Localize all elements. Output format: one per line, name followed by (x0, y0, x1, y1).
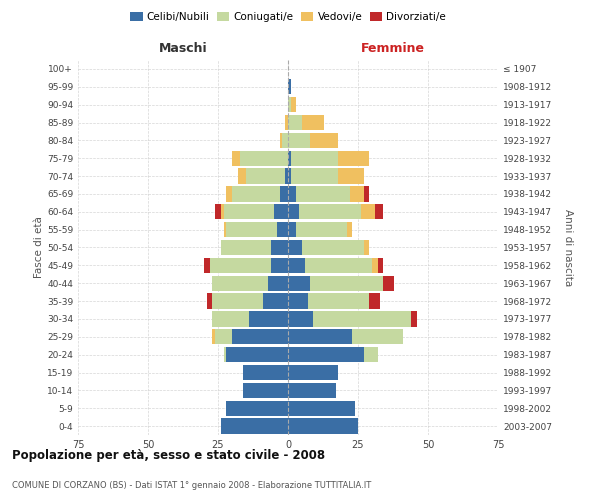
Bar (288, 150, 291, 166)
Bar (243, 383, 288, 398)
Bar (308, 294, 369, 308)
Bar (313, 312, 411, 326)
Bar (226, 347, 288, 362)
Bar (285, 115, 288, 130)
Text: Popolazione per età, sesso e stato civile - 2008: Popolazione per età, sesso e stato civil… (12, 450, 325, 462)
Bar (305, 258, 372, 273)
Bar (232, 186, 280, 202)
Bar (283, 133, 288, 148)
Bar (302, 240, 364, 255)
Bar (352, 329, 403, 344)
Bar (271, 258, 288, 273)
Bar (280, 186, 288, 202)
Bar (288, 186, 296, 202)
Bar (375, 204, 383, 220)
Bar (288, 258, 305, 273)
Bar (238, 168, 246, 184)
Bar (288, 383, 335, 398)
Bar (221, 240, 271, 255)
Bar (364, 347, 377, 362)
Bar (212, 294, 263, 308)
Bar (263, 294, 288, 308)
Bar (288, 204, 299, 220)
Bar (226, 222, 277, 237)
Bar (221, 204, 224, 220)
Bar (246, 168, 285, 184)
Bar (221, 418, 288, 434)
Bar (241, 150, 288, 166)
Bar (350, 186, 364, 202)
Bar (383, 276, 394, 291)
Bar (224, 347, 226, 362)
Bar (288, 240, 302, 255)
Bar (291, 168, 338, 184)
Bar (288, 276, 310, 291)
Bar (277, 222, 288, 237)
Bar (207, 294, 212, 308)
Bar (288, 312, 313, 326)
Bar (288, 418, 358, 434)
Bar (411, 312, 417, 326)
Bar (274, 204, 288, 220)
Bar (280, 133, 283, 148)
Bar (369, 294, 380, 308)
Bar (212, 312, 249, 326)
Bar (302, 115, 325, 130)
Legend: Celibi/Nubili, Coniugati/e, Vedovi/e, Divorziati/e: Celibi/Nubili, Coniugati/e, Vedovi/e, Di… (126, 8, 450, 26)
Bar (288, 329, 352, 344)
Bar (285, 168, 288, 184)
Bar (364, 186, 369, 202)
Bar (296, 186, 350, 202)
Bar (338, 168, 364, 184)
Y-axis label: Fasce di età: Fasce di età (34, 216, 44, 278)
Bar (226, 400, 288, 416)
Text: Maschi: Maschi (158, 42, 208, 54)
Bar (299, 204, 361, 220)
Bar (232, 329, 288, 344)
Bar (288, 365, 338, 380)
Bar (296, 222, 347, 237)
Bar (288, 97, 291, 112)
Bar (243, 365, 288, 380)
Text: Femmine: Femmine (361, 42, 425, 54)
Bar (212, 329, 215, 344)
Bar (212, 276, 268, 291)
Bar (288, 115, 302, 130)
Bar (377, 258, 383, 273)
Bar (291, 150, 338, 166)
Y-axis label: Anni di nascita: Anni di nascita (563, 209, 573, 286)
Bar (271, 240, 288, 255)
Bar (215, 204, 221, 220)
Bar (288, 168, 291, 184)
Bar (288, 400, 355, 416)
Bar (288, 347, 364, 362)
Bar (224, 222, 226, 237)
Bar (372, 258, 377, 273)
Bar (310, 276, 383, 291)
Bar (226, 186, 232, 202)
Bar (215, 329, 232, 344)
Bar (288, 79, 291, 94)
Bar (224, 204, 274, 220)
Bar (209, 258, 271, 273)
Bar (310, 133, 338, 148)
Bar (347, 222, 352, 237)
Bar (361, 204, 375, 220)
Text: COMUNE DI CORZANO (BS) - Dati ISTAT 1° gennaio 2008 - Elaborazione TUTTITALIA.IT: COMUNE DI CORZANO (BS) - Dati ISTAT 1° g… (12, 481, 371, 490)
Bar (338, 150, 369, 166)
Bar (288, 133, 310, 148)
Bar (232, 150, 241, 166)
Bar (249, 312, 288, 326)
Bar (288, 294, 308, 308)
Bar (364, 240, 369, 255)
Bar (204, 258, 209, 273)
Bar (268, 276, 288, 291)
Bar (291, 97, 296, 112)
Bar (288, 222, 296, 237)
